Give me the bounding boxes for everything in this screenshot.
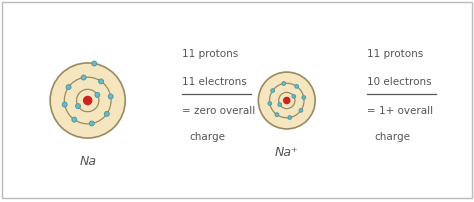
Ellipse shape (89, 121, 94, 126)
Ellipse shape (66, 85, 71, 90)
Ellipse shape (108, 95, 113, 99)
Ellipse shape (99, 80, 103, 84)
Ellipse shape (278, 103, 282, 107)
Text: Na: Na (79, 155, 96, 167)
Ellipse shape (50, 64, 125, 138)
Text: = 1+ overall: = 1+ overall (367, 105, 434, 115)
Ellipse shape (258, 73, 315, 129)
Ellipse shape (104, 112, 109, 117)
Ellipse shape (72, 118, 77, 122)
Ellipse shape (288, 116, 292, 120)
Text: = zero overall: = zero overall (182, 105, 256, 115)
Text: charge: charge (374, 131, 410, 141)
Ellipse shape (75, 104, 81, 109)
Ellipse shape (284, 98, 290, 104)
Ellipse shape (282, 82, 286, 86)
Ellipse shape (299, 109, 303, 113)
Ellipse shape (268, 102, 272, 106)
Ellipse shape (271, 89, 274, 93)
Ellipse shape (302, 96, 306, 100)
Ellipse shape (295, 85, 299, 89)
Ellipse shape (81, 76, 86, 81)
Text: 11 protons: 11 protons (367, 48, 424, 58)
Text: 11 electrons: 11 electrons (182, 77, 247, 87)
Text: charge: charge (190, 131, 226, 141)
Text: 10 electrons: 10 electrons (367, 77, 432, 87)
Ellipse shape (95, 93, 100, 98)
Ellipse shape (292, 95, 296, 99)
Text: 11 protons: 11 protons (182, 48, 239, 58)
Ellipse shape (275, 113, 279, 117)
Ellipse shape (62, 103, 67, 107)
Ellipse shape (83, 97, 92, 105)
Text: Na⁺: Na⁺ (275, 145, 299, 158)
Ellipse shape (92, 62, 97, 67)
